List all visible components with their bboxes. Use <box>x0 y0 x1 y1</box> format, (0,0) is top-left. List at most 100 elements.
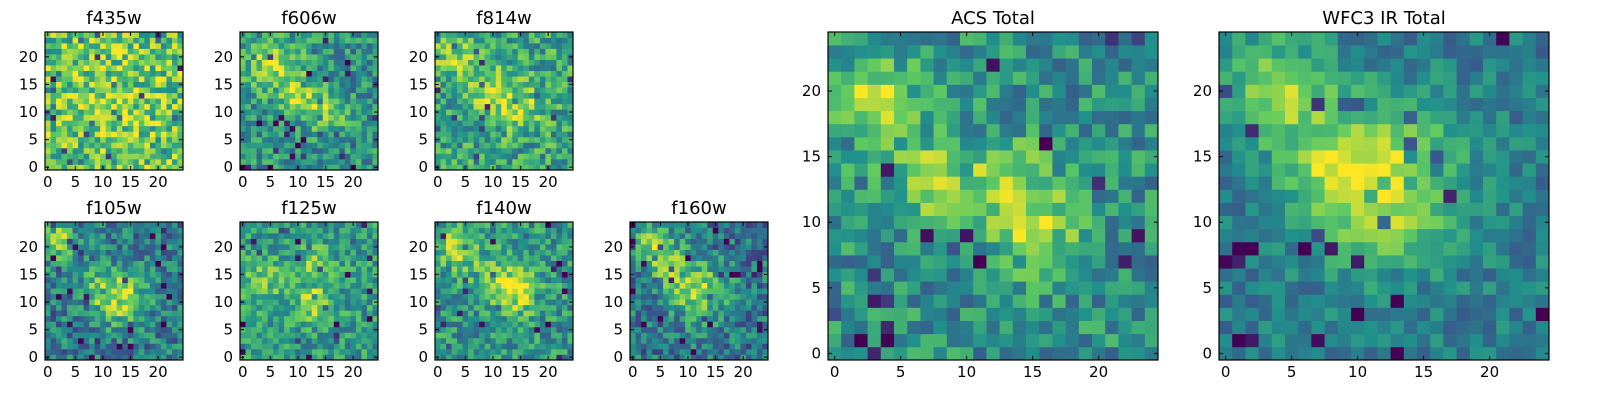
heatmap-cell <box>138 48 145 55</box>
heatmap-cell <box>372 343 379 350</box>
heatmap-cell <box>83 255 90 261</box>
heatmap-cell <box>240 70 246 77</box>
heatmap-cell <box>366 103 373 110</box>
heatmap-cell <box>278 222 285 228</box>
heatmap-cell <box>144 81 151 88</box>
heatmap-cell <box>894 150 908 164</box>
heatmap-cell <box>523 103 530 110</box>
heatmap-cell <box>561 109 568 116</box>
heatmap-cell <box>479 260 486 267</box>
heatmap-cell <box>545 153 552 160</box>
heatmap-cell <box>267 293 274 300</box>
heatmap-cell <box>300 37 307 44</box>
heatmap-cell <box>435 304 441 311</box>
heatmap-cell <box>89 260 96 267</box>
heatmap-cell <box>534 326 541 333</box>
heatmap-cell <box>545 98 552 105</box>
heatmap-cell <box>462 147 469 154</box>
heatmap-cells <box>45 222 184 361</box>
heatmap-cell <box>350 142 357 149</box>
heatmap-cell <box>462 277 469 284</box>
heatmap-cell <box>1131 333 1146 348</box>
heatmap-cell <box>762 348 769 355</box>
heatmap-cell <box>512 153 519 160</box>
heatmap-cell <box>545 103 552 110</box>
heatmap-cell <box>663 249 669 256</box>
heatmap-cell <box>986 163 1000 177</box>
heatmap-cell <box>440 147 447 154</box>
heatmap-cell <box>245 282 252 289</box>
heatmap-cell <box>506 249 513 256</box>
heatmap-cell <box>446 266 452 273</box>
heatmap-cell <box>907 228 921 243</box>
y-tick-label: 10 <box>19 103 38 121</box>
heatmap-cell <box>1131 241 1146 256</box>
heatmap-cell <box>479 266 486 273</box>
heatmap-cell <box>45 87 51 94</box>
heatmap-cell <box>284 109 291 116</box>
heatmap-cell <box>256 343 263 350</box>
heatmap-cell <box>440 299 447 306</box>
heatmap-cell <box>78 153 84 160</box>
panel-title: f606w <box>281 8 336 29</box>
heatmap-cell <box>122 37 129 44</box>
heatmap-cell <box>723 332 730 339</box>
heatmap-cell <box>100 337 107 344</box>
heatmap-cell <box>160 59 167 66</box>
heatmap-cell <box>946 215 961 230</box>
heatmap-cell <box>251 131 257 138</box>
heatmap-cell <box>322 343 329 350</box>
heatmap-cell <box>127 147 134 154</box>
heatmap-cell <box>495 59 502 66</box>
heatmap-cell <box>289 271 296 278</box>
heatmap-cell <box>155 288 162 295</box>
heatmap-cell <box>712 277 719 284</box>
heatmap-cell <box>894 241 908 256</box>
heatmap-cell <box>534 131 541 138</box>
heatmap-cell <box>1065 163 1080 177</box>
heatmap-cell <box>155 54 162 60</box>
heatmap-cell <box>289 136 296 143</box>
heatmap-cell <box>517 147 524 154</box>
heatmap-cell <box>256 304 263 311</box>
heatmap-cell <box>679 288 686 295</box>
heatmap-cell <box>663 222 669 228</box>
heatmap-cell <box>501 37 508 44</box>
heatmap-cell <box>435 147 441 154</box>
heatmap-cell <box>696 255 703 261</box>
heatmap-cell <box>306 158 313 165</box>
y-tick-label: 15 <box>214 75 233 93</box>
heatmap-cell <box>111 37 118 44</box>
heatmap-cell <box>451 321 458 328</box>
heatmap-cell <box>45 131 51 138</box>
heatmap-cell <box>322 87 329 94</box>
heatmap-cell <box>539 315 546 322</box>
heatmap-cell <box>171 222 178 228</box>
heatmap-cell <box>240 255 246 261</box>
heatmap-cell <box>45 125 51 132</box>
heatmap-cell <box>490 158 497 165</box>
heatmap-cell <box>328 326 335 333</box>
heatmap-cell <box>517 310 524 317</box>
heatmap-cell <box>986 320 1000 335</box>
heatmap-cell <box>490 260 497 267</box>
heatmap-cell <box>56 255 62 261</box>
heatmap-cell <box>479 37 486 44</box>
heatmap-cell <box>867 241 882 256</box>
heatmap-cell <box>333 266 340 273</box>
heatmap-cell <box>278 266 285 273</box>
heatmap-cell <box>534 343 541 350</box>
heatmap-cell <box>473 136 480 143</box>
heatmap-cell <box>501 103 508 110</box>
heatmap-cell <box>973 255 987 269</box>
heatmap-cell <box>50 37 57 44</box>
heatmap-cell <box>295 131 302 138</box>
heatmap-cell <box>556 147 563 154</box>
heatmap-cell <box>986 281 1000 295</box>
heatmap-cell <box>756 332 763 339</box>
heatmap-cell <box>490 321 497 328</box>
heatmap-cell <box>78 304 84 311</box>
heatmap-cell <box>278 260 285 267</box>
axes-frame <box>239 31 379 171</box>
heatmap-cell <box>635 354 642 361</box>
